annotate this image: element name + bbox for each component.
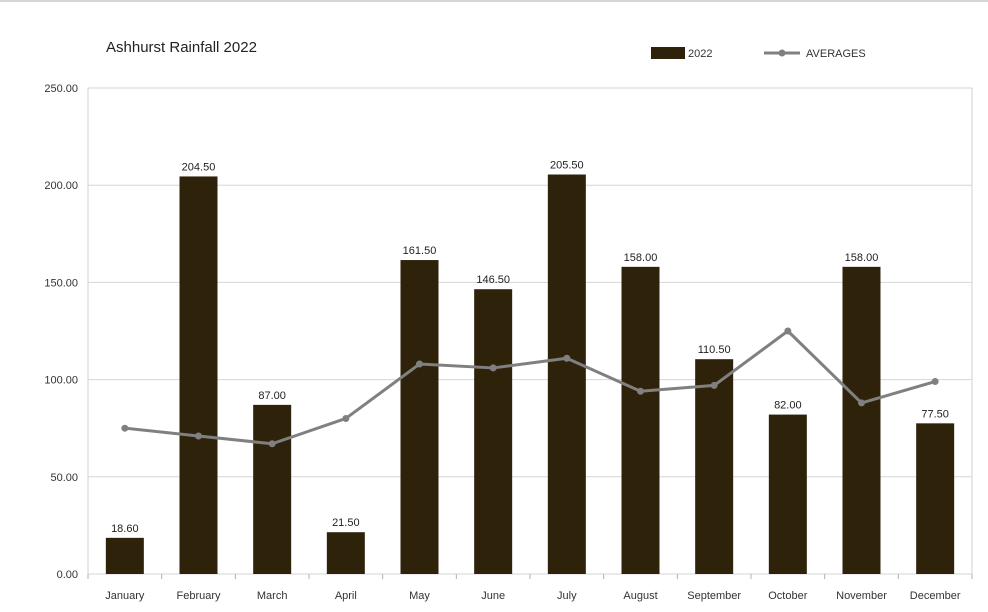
y-tick-label: 50.00: [50, 472, 78, 484]
x-tick-label: March: [257, 590, 288, 602]
x-tick-label: January: [105, 590, 145, 602]
averages-point: [563, 354, 571, 362]
bar-june: [474, 289, 513, 574]
averages-point: [342, 414, 350, 422]
averages-point: [489, 364, 497, 372]
bar-value-label: 77.50: [921, 408, 949, 420]
legend-swatch-2022: [651, 47, 685, 59]
x-tick-label: October: [768, 590, 807, 602]
bar-april: [326, 532, 365, 574]
averages-point: [416, 360, 423, 368]
x-tick-label: June: [481, 590, 505, 602]
x-tick-label: December: [910, 590, 961, 602]
averages-point: [268, 440, 276, 448]
bar-december: [916, 423, 955, 574]
bar-march: [253, 404, 292, 574]
bar-value-labels: 18.60 204.50 87.00 21.50 161.50 146.50 205.50 1…: [111, 160, 949, 535]
bar-value-label: 158.00: [624, 252, 658, 264]
x-tick-label: September: [687, 590, 741, 602]
bar-january: [105, 537, 144, 574]
bar-august: [621, 266, 660, 574]
bar-value-label: 161.50: [403, 245, 437, 257]
bar-july: [547, 174, 586, 574]
bar-may: [400, 260, 439, 574]
averages-point: [637, 387, 644, 395]
y-axis-ticks: 0.00 50.00 100.00 150.00 200.00 250.00: [44, 83, 78, 581]
bars-2022: [105, 174, 955, 574]
averages-polyline: [124, 329, 936, 446]
averages-point: [195, 432, 202, 440]
x-tick-label: November: [836, 590, 887, 602]
x-tick-label: February: [176, 590, 221, 602]
x-axis-ticks: January February March April May June July Augu…: [87, 574, 973, 602]
x-tick-label: July: [557, 590, 577, 602]
plot-frame: [87, 87, 973, 575]
x-tick-label: August: [623, 590, 657, 602]
bar-value-label: 205.50: [550, 160, 584, 172]
legend-label-averages: AVERAGES: [806, 48, 866, 60]
y-tick-label: 250.00: [44, 83, 78, 95]
legend: 2022 AVERAGES: [651, 47, 866, 60]
x-tick-label: May: [409, 590, 430, 602]
bar-value-label: 110.50: [698, 344, 731, 356]
averages-point: [931, 378, 939, 386]
averages-point: [784, 327, 792, 335]
legend-label-2022: 2022: [688, 48, 712, 60]
bar-february: [179, 176, 218, 574]
gridlines: [87, 87, 973, 575]
averages-point: [710, 381, 718, 389]
y-tick-label: 200.00: [44, 180, 78, 192]
x-tick-label: April: [335, 590, 357, 602]
averages-point: [858, 399, 865, 407]
bar-value-label: 21.50: [332, 517, 360, 529]
averages-point: [121, 424, 129, 432]
bar-september: [695, 359, 734, 574]
legend-marker-averages: [778, 49, 786, 57]
y-tick-label: 150.00: [44, 277, 78, 289]
bar-november: [842, 266, 881, 574]
bar-value-label: 146.50: [476, 274, 510, 286]
bar-value-label: 158.00: [845, 252, 879, 264]
bar-value-label: 18.60: [111, 523, 139, 535]
bar-october: [768, 414, 807, 574]
averages-line: [121, 327, 939, 448]
y-tick-label: 0.00: [57, 569, 78, 581]
bar-value-label: 87.00: [258, 390, 286, 402]
chart-title: Ashhurst Rainfall 2022: [106, 39, 257, 56]
y-tick-label: 100.00: [44, 375, 78, 387]
bar-value-label: 82.00: [774, 400, 802, 412]
bar-value-label: 204.50: [182, 161, 216, 173]
